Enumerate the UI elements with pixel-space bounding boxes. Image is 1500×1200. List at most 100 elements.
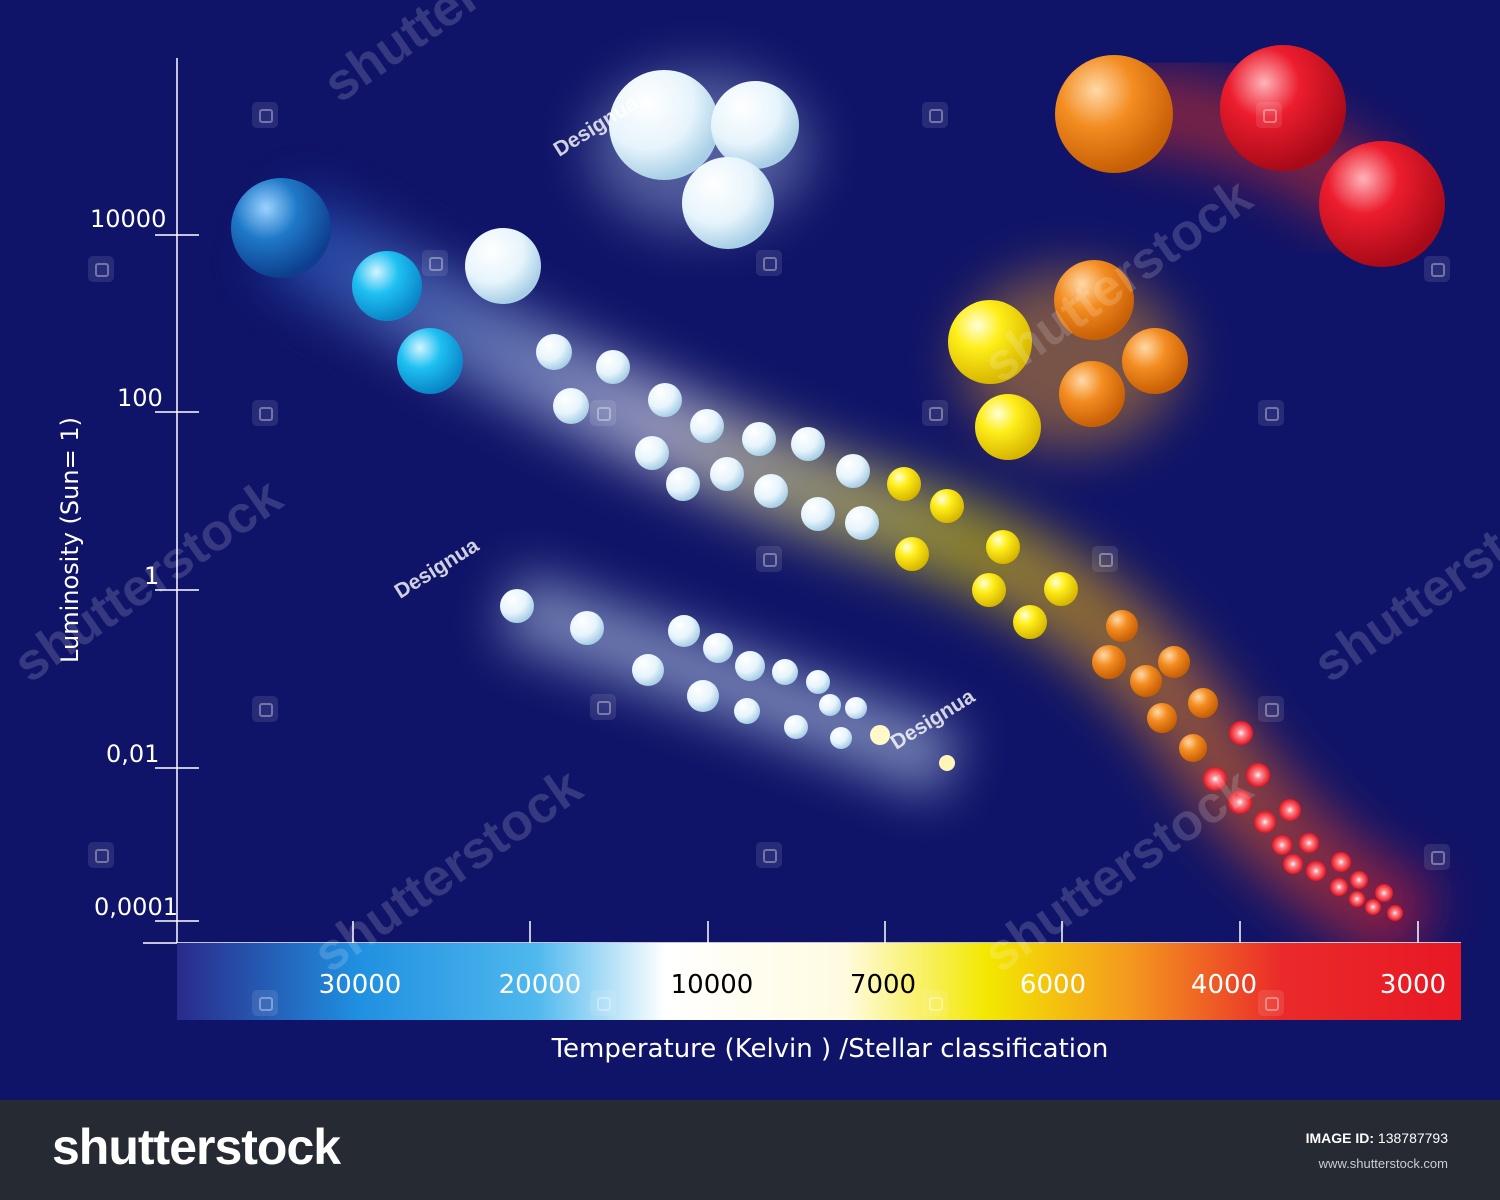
red-dwarf-star bbox=[1299, 833, 1319, 853]
temperature-label: 3000 bbox=[1379, 970, 1447, 1000]
white-dwarf-star bbox=[819, 694, 841, 716]
white-dwarf-star bbox=[703, 633, 733, 663]
main-sequence-star bbox=[596, 350, 630, 384]
main-sequence-star bbox=[1044, 572, 1078, 606]
red-dwarf-star bbox=[1350, 871, 1368, 889]
temperature-label: 4000 bbox=[1190, 970, 1258, 1000]
blue-giant-star bbox=[231, 178, 331, 278]
main-sequence-star bbox=[1147, 703, 1177, 733]
main-sequence-star bbox=[1092, 645, 1126, 679]
red-supergiant-star bbox=[1319, 141, 1445, 267]
main-sequence-star bbox=[690, 409, 724, 443]
main-sequence-star bbox=[742, 422, 776, 456]
orange-supergiant-star bbox=[1055, 55, 1173, 173]
orange-giant-star bbox=[1059, 361, 1125, 427]
main-sequence-star bbox=[1130, 665, 1162, 697]
red-dwarf-star bbox=[1365, 899, 1381, 915]
main-sequence-star bbox=[930, 489, 964, 523]
x-axis-title: Temperature (Kelvin ) /Stellar classific… bbox=[551, 1034, 1109, 1064]
site-url[interactable]: www.shutterstock.com bbox=[1318, 1156, 1448, 1171]
white-dwarf-star bbox=[939, 755, 955, 771]
main-sequence-star bbox=[791, 427, 825, 461]
shutterstock-logo[interactable]: shutterstock bbox=[52, 1119, 341, 1175]
main-sequence-star bbox=[887, 467, 921, 501]
stock-footer: shutterstock IMAGE ID: 138787793 www.shu… bbox=[0, 1100, 1500, 1200]
temperature-color-bar bbox=[177, 943, 1461, 1020]
red-dwarf-star bbox=[1283, 854, 1303, 874]
main-sequence-glow bbox=[258, 190, 1441, 971]
image-id-label: IMAGE ID: bbox=[1305, 1130, 1375, 1146]
yellow-giant-star bbox=[948, 300, 1032, 384]
white-dwarf-star bbox=[735, 651, 765, 681]
white-dwarf-star bbox=[772, 659, 798, 685]
image-id-line: IMAGE ID: 138787793 bbox=[1306, 1130, 1448, 1146]
white-dwarf-star bbox=[784, 715, 808, 739]
y-tick-label: 10000 bbox=[90, 205, 167, 233]
red-dwarf-star bbox=[1306, 861, 1326, 881]
y-tick-label: 0,0001 bbox=[94, 893, 178, 921]
red-dwarf-star bbox=[1375, 884, 1393, 902]
main-sequence-star bbox=[635, 436, 669, 470]
red-supergiant-star bbox=[1220, 45, 1346, 171]
white-dwarf-star bbox=[687, 680, 719, 712]
y-tick-label: 0,01 bbox=[106, 740, 160, 768]
main-sequence-star bbox=[801, 497, 835, 531]
red-dwarf-star bbox=[1331, 852, 1351, 872]
temperature-label: 7000 bbox=[849, 970, 917, 1000]
main-sequence-star bbox=[710, 457, 744, 491]
main-sequence-star bbox=[1188, 688, 1218, 718]
temperature-label: 30000 bbox=[318, 970, 402, 1000]
main-sequence-star bbox=[648, 383, 682, 417]
white-dwarf-star bbox=[830, 727, 852, 749]
hertzsprung-russell-diagram: 10000 100 1 0,01 0,0001 Luminosity (Sun=… bbox=[3, 0, 1500, 1064]
white-supergiant-star bbox=[682, 157, 774, 249]
red-dwarf-star bbox=[1272, 835, 1292, 855]
blue-star bbox=[397, 328, 463, 394]
white-dwarf-star bbox=[632, 654, 664, 686]
y-tick-label: 100 bbox=[117, 384, 163, 412]
red-dwarf-star bbox=[1254, 811, 1276, 833]
blue-star bbox=[352, 251, 422, 321]
red-dwarf-star bbox=[1229, 721, 1253, 745]
temperature-label: 10000 bbox=[670, 970, 754, 1000]
red-dwarf-star bbox=[1246, 763, 1270, 787]
main-sequence-star bbox=[666, 467, 700, 501]
image-id-value: 138787793 bbox=[1377, 1130, 1448, 1146]
y-tick-label: 1 bbox=[144, 562, 160, 590]
white-supergiant-star bbox=[711, 81, 799, 169]
yellow-giant-star bbox=[975, 394, 1041, 460]
main-sequence-star bbox=[1179, 734, 1207, 762]
temperature-label: 20000 bbox=[498, 970, 582, 1000]
temperature-label: 6000 bbox=[1019, 970, 1087, 1000]
blue-white-star bbox=[465, 228, 541, 304]
white-dwarf-star bbox=[570, 611, 604, 645]
y-axis-title: Luminosity (Sun= 1) bbox=[56, 417, 84, 663]
star-plot bbox=[143, 45, 1461, 1020]
white-dwarf-star bbox=[500, 589, 534, 623]
main-sequence-star bbox=[986, 530, 1020, 564]
red-dwarf-star bbox=[1387, 905, 1403, 921]
white-dwarf-star bbox=[734, 698, 760, 724]
white-dwarf-star bbox=[845, 697, 867, 719]
main-sequence-star bbox=[536, 334, 572, 370]
main-sequence-star bbox=[836, 454, 870, 488]
main-sequence-star bbox=[553, 388, 589, 424]
main-sequence-star bbox=[1106, 610, 1138, 642]
red-dwarf-star bbox=[1228, 790, 1252, 814]
main-sequence-star bbox=[1158, 646, 1190, 678]
main-sequence-star bbox=[845, 506, 879, 540]
main-sequence-star bbox=[972, 573, 1006, 607]
red-dwarf-star bbox=[1349, 891, 1365, 907]
orange-giant-star bbox=[1054, 260, 1134, 340]
white-dwarf-star bbox=[668, 615, 700, 647]
red-dwarf-star bbox=[1330, 878, 1348, 896]
main-sequence-star bbox=[754, 474, 788, 508]
white-dwarf-star bbox=[806, 670, 830, 694]
red-dwarf-star bbox=[1279, 799, 1301, 821]
white-supergiant-star bbox=[609, 70, 719, 180]
main-sequence-star bbox=[895, 537, 929, 571]
red-dwarf-star bbox=[1203, 767, 1227, 791]
white-dwarf-star bbox=[870, 725, 890, 745]
main-sequence-star bbox=[1013, 605, 1047, 639]
